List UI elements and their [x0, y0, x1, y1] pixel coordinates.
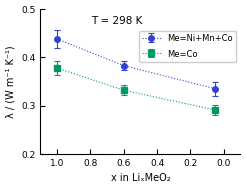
Legend: Me=Ni+Mn+Co, Me=Co: Me=Ni+Mn+Co, Me=Co — [139, 31, 236, 62]
Y-axis label: λ / (W m⁻¹ K⁻¹): λ / (W m⁻¹ K⁻¹) — [6, 45, 15, 118]
X-axis label: x in LiₓMeO₂: x in LiₓMeO₂ — [111, 174, 170, 184]
Text: T = 298 K: T = 298 K — [91, 16, 142, 26]
